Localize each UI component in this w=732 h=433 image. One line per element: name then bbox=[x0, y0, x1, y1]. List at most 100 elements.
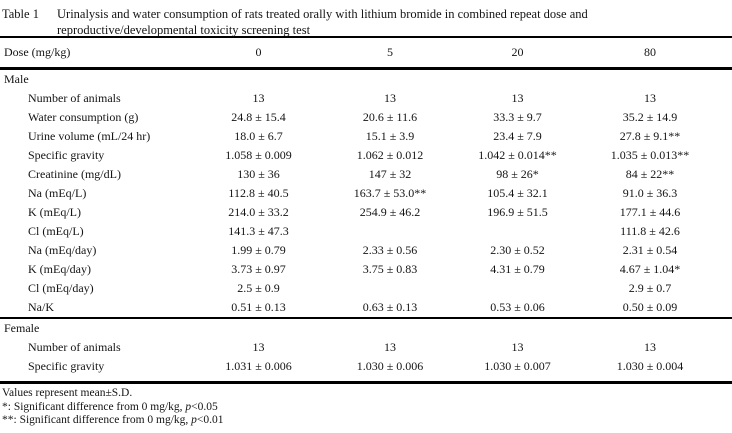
row-label: Specific gravity bbox=[28, 148, 105, 162]
footnote-3-p: p bbox=[191, 414, 197, 426]
table-row: Number of animals 13 13 13 13 bbox=[0, 89, 732, 108]
dose-header-label: Dose (mg/kg) bbox=[4, 45, 71, 59]
cell-value: 33.3 ± 9.7 bbox=[493, 110, 542, 124]
cell-value: 84 ± 22** bbox=[625, 167, 675, 181]
table-row: Cl (mEq/L) 141.3 ± 47.3 111.8 ± 42.6 bbox=[0, 222, 732, 241]
section-male-label: Male bbox=[4, 72, 29, 86]
cell-value: 13 bbox=[644, 91, 656, 105]
cell-value: 2.30 ± 0.52 bbox=[490, 243, 545, 257]
cell-value: 2.9 ± 0.7 bbox=[628, 281, 672, 295]
row-label: Number of animals bbox=[28, 340, 121, 354]
cell-value: 1.058 ± 0.009 bbox=[225, 148, 292, 162]
cell-value: 4.67 ± 1.04* bbox=[619, 262, 681, 276]
cell-value: 105.4 ± 32.1 bbox=[487, 186, 548, 200]
row-label: Cl (mEq/L) bbox=[28, 224, 84, 238]
row-label: Na/K bbox=[28, 300, 54, 314]
table-row: Cl (mEq/day) 2.5 ± 0.9 2.9 ± 0.7 bbox=[0, 279, 732, 298]
footnote-3-threshold: <0.01 bbox=[196, 414, 224, 426]
row-label: Na (mEq/day) bbox=[28, 243, 97, 257]
cell-value: 15.1 ± 3.9 bbox=[365, 129, 415, 143]
cell-value: 1.030 ± 0.004 bbox=[616, 359, 684, 373]
cell-value: 214.0 ± 33.2 bbox=[228, 205, 289, 219]
row-label: Water consumption (g) bbox=[28, 110, 139, 124]
row-label: Urine volume (mL/24 hr) bbox=[28, 129, 151, 143]
cell-value: 27.8 ± 9.1** bbox=[619, 129, 681, 143]
cell-value: 0.50 ± 0.09 bbox=[622, 300, 678, 314]
table-caption: Table 1 Urinalysis and water consumption… bbox=[0, 0, 732, 37]
cell-value: 13 bbox=[511, 340, 524, 354]
table-row: Specific gravity 1.058 ± 0.009 1.062 ± 0… bbox=[0, 146, 732, 165]
cell-value: 23.4 ± 7.9 bbox=[493, 129, 542, 143]
dose-value-20: 20 bbox=[511, 45, 524, 59]
cell-value: 1.99 ± 0.79 bbox=[231, 243, 286, 257]
cell-value: 1.062 ± 0.012 bbox=[356, 148, 424, 162]
table-caption-text: Urinalysis and water consumption of rats… bbox=[57, 6, 726, 37]
cell-value: 3.73 ± 0.97 bbox=[231, 262, 286, 276]
cell-value: 1.030 ± 0.006 bbox=[356, 359, 424, 373]
cell-value: 177.1 ± 44.6 bbox=[619, 205, 681, 219]
row-label: Specific gravity bbox=[28, 359, 105, 373]
cell-value: 2.31 ± 0.54 bbox=[622, 243, 678, 257]
table-bottom-rule bbox=[0, 381, 732, 384]
table-row: Water consumption (g) 24.8 ± 15.4 20.6 ±… bbox=[0, 108, 732, 127]
cell-value: 2.5 ± 0.9 bbox=[237, 281, 280, 295]
table-row: Creatinine (mg/dL) 130 ± 36 147 ± 32 98 … bbox=[0, 165, 732, 184]
cell-value: 1.042 ± 0.014** bbox=[478, 148, 557, 162]
footnote-2-threshold: <0.05 bbox=[191, 400, 218, 413]
female-section-rule bbox=[0, 317, 732, 319]
cell-value: 35.2 ± 14.9 bbox=[622, 110, 678, 124]
header-separator-rule bbox=[0, 67, 732, 70]
cell-value: 130 ± 36 bbox=[237, 167, 280, 181]
cell-value: 4.31 ± 0.79 bbox=[490, 262, 545, 276]
table-row: Specific gravity 1.031 ± 0.006 1.030 ± 0… bbox=[0, 357, 732, 376]
table-row: K (mEq/L) 214.0 ± 33.2 254.9 ± 46.2 196.… bbox=[0, 203, 732, 222]
cell-value: 0.63 ± 0.13 bbox=[362, 300, 418, 314]
dose-value-5: 5 bbox=[387, 45, 393, 59]
cell-value: 13 bbox=[252, 91, 265, 105]
cell-value: 0.53 ± 0.06 bbox=[490, 300, 545, 314]
cell-value: 20.6 ± 11.6 bbox=[362, 110, 418, 124]
table-row: Number of animals 13 13 13 13 bbox=[0, 338, 732, 357]
row-label: K (mEq/L) bbox=[28, 205, 81, 219]
cell-value: 1.035 ± 0.013** bbox=[610, 148, 690, 162]
cell-value: 2.33 ± 0.56 bbox=[362, 243, 418, 257]
cell-value: 3.75 ± 0.83 bbox=[362, 262, 418, 276]
caption-line-1: Urinalysis and water consumption of rats… bbox=[57, 7, 588, 21]
cell-value: 1.030 ± 0.007 bbox=[484, 359, 551, 373]
cell-value: 13 bbox=[511, 91, 524, 105]
table-top-rule bbox=[0, 36, 732, 38]
caption-line-2: reproductive/developmental toxicity scre… bbox=[57, 23, 311, 37]
row-label: Cl (mEq/day) bbox=[28, 281, 94, 295]
cell-value: 254.9 ± 46.2 bbox=[359, 205, 421, 219]
section-female-label: Female bbox=[4, 321, 40, 335]
footnote-significance-001: **: Significant difference from 0 mg/kg,… bbox=[2, 414, 732, 428]
footnote-significance-005: *: Significant difference from 0 mg/kg, … bbox=[2, 401, 732, 415]
table-footnotes: Values represent mean±S.D. *: Significan… bbox=[0, 384, 732, 428]
cell-value: 98 ± 26* bbox=[496, 167, 539, 181]
table-row: Urine volume (mL/24 hr) 18.0 ± 6.7 15.1 … bbox=[0, 127, 732, 146]
cell-value: 1.031 ± 0.006 bbox=[225, 359, 292, 373]
footnote-mean-sd: Values represent mean±S.D. bbox=[2, 387, 133, 399]
table-row: Na (mEq/day) 1.99 ± 0.79 2.33 ± 0.56 2.3… bbox=[0, 241, 732, 260]
row-label: K (mEq/day) bbox=[28, 262, 91, 276]
cell-value: 13 bbox=[384, 340, 396, 354]
cell-value: 147 ± 32 bbox=[368, 167, 412, 181]
cell-value: 112.8 ± 40.5 bbox=[228, 186, 289, 200]
footnote-3-prefix: **: Significant difference from 0 mg/kg, bbox=[2, 414, 192, 426]
cell-value: 13 bbox=[384, 91, 396, 105]
cell-value: 141.3 ± 47.3 bbox=[228, 224, 289, 238]
cell-value: 0.51 ± 0.13 bbox=[231, 300, 286, 314]
row-label: Creatinine (mg/dL) bbox=[28, 167, 121, 181]
cell-value: 13 bbox=[644, 340, 656, 354]
cell-value: 196.9 ± 51.5 bbox=[487, 205, 548, 219]
cell-value: 18.0 ± 6.7 bbox=[234, 129, 283, 143]
cell-value: 163.7 ± 53.0** bbox=[353, 186, 427, 200]
footnote-2-p: p bbox=[185, 400, 192, 413]
table-number: Table 1 bbox=[2, 7, 39, 21]
dose-value-80: 80 bbox=[644, 45, 656, 59]
dose-value-0: 0 bbox=[255, 45, 262, 59]
dose-header-row: Dose (mg/kg) 0 5 20 80 bbox=[0, 38, 732, 67]
table-row: K (mEq/day) 3.73 ± 0.97 3.75 ± 0.83 4.31… bbox=[0, 260, 732, 279]
footnote-2-prefix: *: Significant difference from 0 mg/kg, bbox=[2, 400, 186, 413]
